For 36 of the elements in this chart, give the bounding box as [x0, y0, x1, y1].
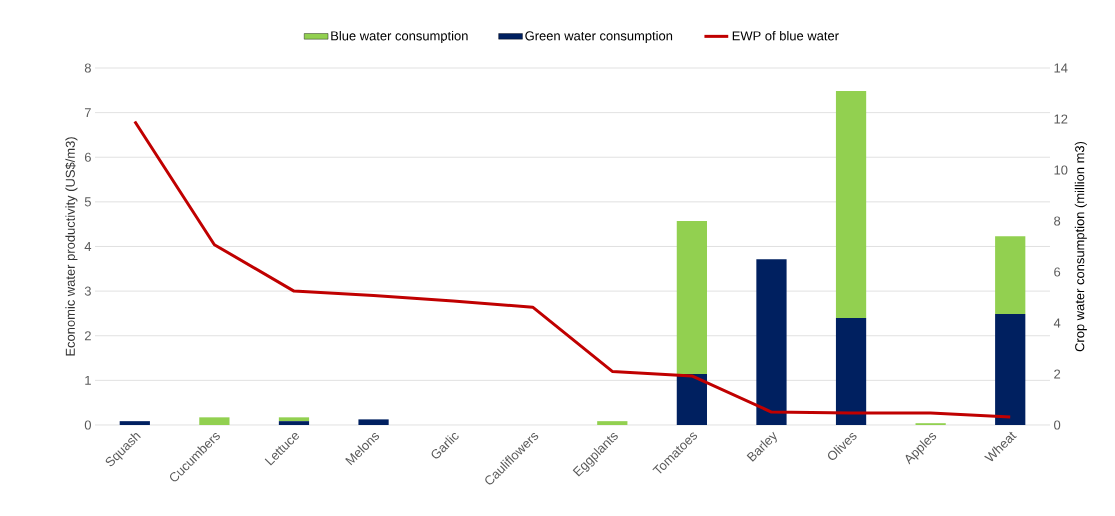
y2-tick-label: 12	[1054, 114, 1068, 124]
bar	[676, 373, 708, 425]
bar	[199, 417, 230, 425]
bar	[995, 314, 1026, 425]
y-tick-label: 2	[84, 331, 91, 341]
bar	[676, 220, 708, 374]
y-tick-label: 7	[84, 108, 91, 118]
y2-tick-label: 2	[1054, 369, 1061, 379]
y2-axis-title: Crop water consumption (million m3)	[1074, 141, 1087, 352]
y-tick-label: 8	[84, 63, 91, 73]
y-tick-label: 1	[85, 375, 91, 385]
y-tick-label: 5	[84, 197, 91, 207]
line-series	[133, 120, 1012, 419]
bar	[835, 90, 867, 318]
y-tick-label: 0	[84, 420, 91, 430]
y-axis-title: Economic water productivity (US$/m3)	[65, 137, 78, 356]
y2-tick-label: 4	[1053, 318, 1061, 328]
bar	[119, 421, 150, 425]
y-tick-label: 6	[84, 152, 91, 162]
bar	[597, 421, 628, 425]
bar	[995, 236, 1026, 315]
legend-label: Green water consumption	[525, 30, 673, 43]
bar	[278, 417, 310, 422]
bar	[278, 421, 310, 425]
bar	[756, 259, 787, 425]
y2-tick-label: 14	[1054, 63, 1068, 73]
legend-label: Blue water consumption	[331, 30, 468, 43]
bar	[835, 317, 867, 425]
bar	[358, 419, 389, 425]
y2-tick-label: 0	[1054, 420, 1061, 430]
legend-label: EWP of blue water	[732, 30, 839, 41]
y2-tick-label: 8	[1054, 216, 1061, 226]
y-tick-label: 4	[84, 242, 92, 251]
y2-tick-label: 10	[1054, 165, 1068, 175]
y-tick-label: 3	[84, 286, 91, 296]
y2-tick-label: 6	[1054, 267, 1061, 277]
